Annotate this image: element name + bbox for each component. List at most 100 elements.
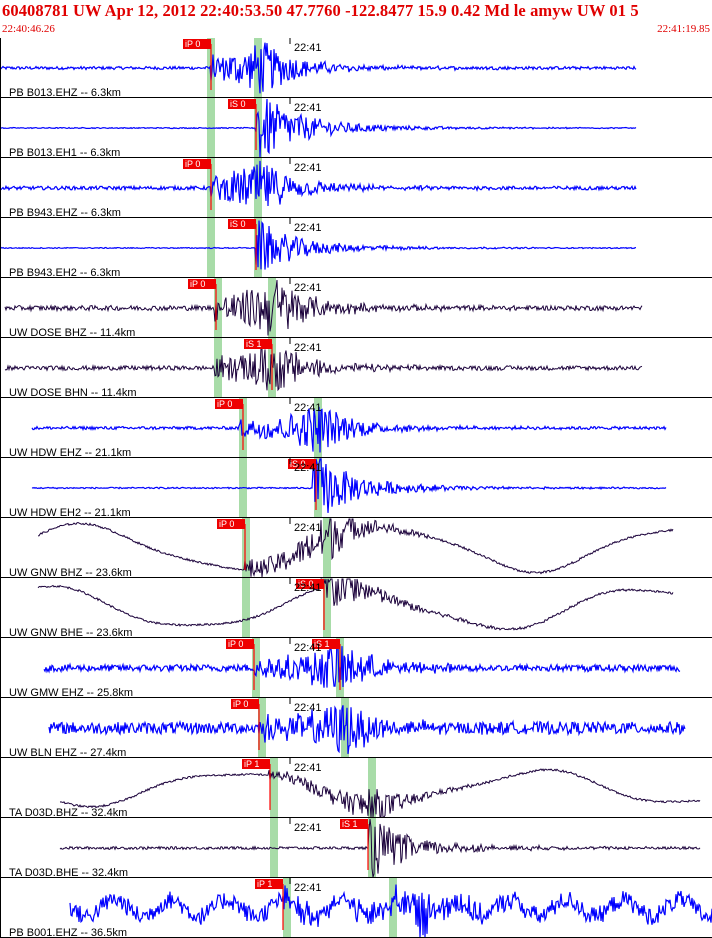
pick-band xyxy=(323,518,331,578)
minute-label: 22:41 xyxy=(294,222,322,234)
trace-row[interactable]: iP 0 22:41 PB B013.EHZ -- 6.3km xyxy=(0,38,712,99)
station-label: UW HDW EH2 -- 21.1km xyxy=(9,507,131,519)
minute-label: 22:41 xyxy=(294,42,322,54)
pick-flag-text: iP 0 xyxy=(217,399,232,409)
trace-row[interactable]: iP 1 22:41 TA D03D.BHZ -- 32.4km xyxy=(0,758,712,819)
trace-row[interactable]: iS 022:41 UW GNW BHE -- 23.6km xyxy=(0,578,712,639)
pick-flag[interactable] xyxy=(340,819,368,829)
pick-flag[interactable] xyxy=(296,579,324,589)
pick-flag-text: iS 0 xyxy=(290,459,306,469)
pick-band xyxy=(268,278,276,338)
waveform xyxy=(59,818,701,878)
minute-label: 22:41 xyxy=(294,522,322,534)
station-label: TA D03D.BHZ -- 32.4km xyxy=(9,807,127,819)
station-label: UW BLN EHZ -- 27.4km xyxy=(9,747,126,759)
minute-label: 22:41 xyxy=(294,762,322,774)
waveform xyxy=(69,884,712,938)
pick-band xyxy=(389,878,397,938)
pick-band xyxy=(252,638,260,698)
pick-flag-text: iS 1 xyxy=(314,639,330,649)
waveform xyxy=(37,518,674,578)
waveform xyxy=(4,279,643,336)
trace-row[interactable]: iP 0 22:41 UW BLN EHZ -- 27.4km xyxy=(0,698,712,759)
pick-flag-text: iS 0 xyxy=(230,219,246,229)
waveform xyxy=(37,578,674,631)
trace-row[interactable]: iS 0 22:41 PB B943.EH2 -- 6.3km xyxy=(0,218,712,279)
trace-row[interactable]: iP 0 22:41 UW HDW EHZ -- 21.1km xyxy=(0,398,712,459)
pick-flag-text: iP 0 xyxy=(190,279,205,289)
waveform xyxy=(0,220,637,270)
pick-flag[interactable] xyxy=(183,159,211,169)
pick-flag[interactable] xyxy=(312,639,340,649)
pick-flag-text: iP 1 xyxy=(244,759,259,769)
pick-band xyxy=(368,758,376,818)
pick-flag[interactable] xyxy=(242,759,270,769)
station-label: PB B013.EH1 -- 6.3km xyxy=(9,147,120,159)
station-label: UW DOSE BHZ -- 11.4km xyxy=(9,327,135,339)
station-label: TA D03D.BHE -- 32.4km xyxy=(9,867,128,879)
pick-flag-text: iP 0 xyxy=(233,699,248,709)
trace-row[interactable]: iP 0 22:41 UW GNW BHZ -- 23.6km xyxy=(0,518,712,579)
trace-row[interactable]: iS 022:41 UW HDW EH2 -- 21.1km xyxy=(0,458,712,519)
pick-flag[interactable] xyxy=(244,339,272,349)
pick-flag[interactable] xyxy=(228,219,256,229)
waveform xyxy=(31,406,667,453)
pick-flag[interactable] xyxy=(215,399,243,409)
pick-flag-text: iS 1 xyxy=(342,819,358,829)
trace-row[interactable]: iS 1 22:41 UW DOSE BHN -- 11.4km xyxy=(0,338,712,399)
trace-row[interactable]: iP 0 22:41 UW DOSE BHZ -- 11.4km xyxy=(0,278,712,339)
minute-label: 22:41 xyxy=(294,162,322,174)
pick-flag[interactable] xyxy=(188,279,216,289)
pick-flag[interactable] xyxy=(183,39,211,49)
minute-label: 22:41 xyxy=(294,582,322,594)
waveform xyxy=(48,705,686,754)
station-label: UW DOSE BHN -- 11.4km xyxy=(9,387,137,399)
header: 60408781 UW Apr 12, 2012 22:40:53.50 47.… xyxy=(0,0,712,38)
minute-label: 22:41 xyxy=(294,402,322,414)
waveform xyxy=(0,160,637,207)
trace-row[interactable]: iS 1 22:41 TA D03D.BHE -- 32.4km xyxy=(0,818,712,879)
station-label: PB B013.EHZ -- 6.3km xyxy=(9,87,121,99)
minute-label: 22:41 xyxy=(294,282,322,294)
pick-flag[interactable] xyxy=(217,519,245,529)
pick-flag-text: iP 0 xyxy=(185,39,200,49)
minute-label: 22:41 xyxy=(294,462,322,474)
station-label: PB B943.EHZ -- 6.3km xyxy=(9,207,121,219)
station-label: UW GNW BHZ -- 23.6km xyxy=(9,567,132,579)
pick-band xyxy=(323,578,331,638)
pick-band xyxy=(254,98,262,158)
minute-label: 22:41 xyxy=(294,822,322,834)
pick-band xyxy=(283,878,291,938)
pick-flag[interactable] xyxy=(226,639,254,649)
waveform xyxy=(31,458,667,513)
pick-flag-text: iP 0 xyxy=(219,519,234,529)
station-label: UW GNW BHE -- 23.6km xyxy=(9,627,132,639)
pick-flag[interactable] xyxy=(255,879,283,889)
pick-band xyxy=(242,518,250,578)
pick-flag[interactable] xyxy=(228,99,256,109)
waveform xyxy=(59,768,701,818)
waveform xyxy=(0,42,637,94)
end-time: 22:41:19.85 xyxy=(657,23,710,35)
trace-row[interactable]: iP 1 22:41 PB B001.EHZ -- 36.5km xyxy=(0,878,712,938)
pick-band xyxy=(242,578,250,638)
waveform xyxy=(43,638,681,688)
trace-row[interactable]: iP 0 iS 122:41 UW GMW EHZ -- 25.8km xyxy=(0,638,712,699)
trace-row[interactable]: iS 0 22:41 PB B013.EH1 -- 6.3km xyxy=(0,98,712,159)
pick-flag-text: iP 0 xyxy=(228,639,243,649)
pick-flag-text: iS 1 xyxy=(246,339,262,349)
pick-flag-text: iS 0 xyxy=(298,579,314,589)
station-label: UW GMW EHZ -- 25.8km xyxy=(9,687,133,699)
minute-label: 22:41 xyxy=(294,702,322,714)
station-label: PB B943.EH2 -- 6.3km xyxy=(9,267,120,279)
event-title: 60408781 UW Apr 12, 2012 22:40:53.50 47.… xyxy=(2,1,639,20)
waveform xyxy=(0,98,637,158)
pick-flag-text: iP 0 xyxy=(185,159,200,169)
station-label: PB B001.EHZ -- 36.5km xyxy=(9,927,127,938)
pick-band xyxy=(270,758,278,818)
trace-row[interactable]: iP 0 22:41 PB B943.EHZ -- 6.3km xyxy=(0,158,712,219)
pick-flag[interactable] xyxy=(231,699,259,709)
station-label: UW HDW EHZ -- 21.1km xyxy=(9,447,131,459)
pick-flag[interactable] xyxy=(288,459,316,469)
